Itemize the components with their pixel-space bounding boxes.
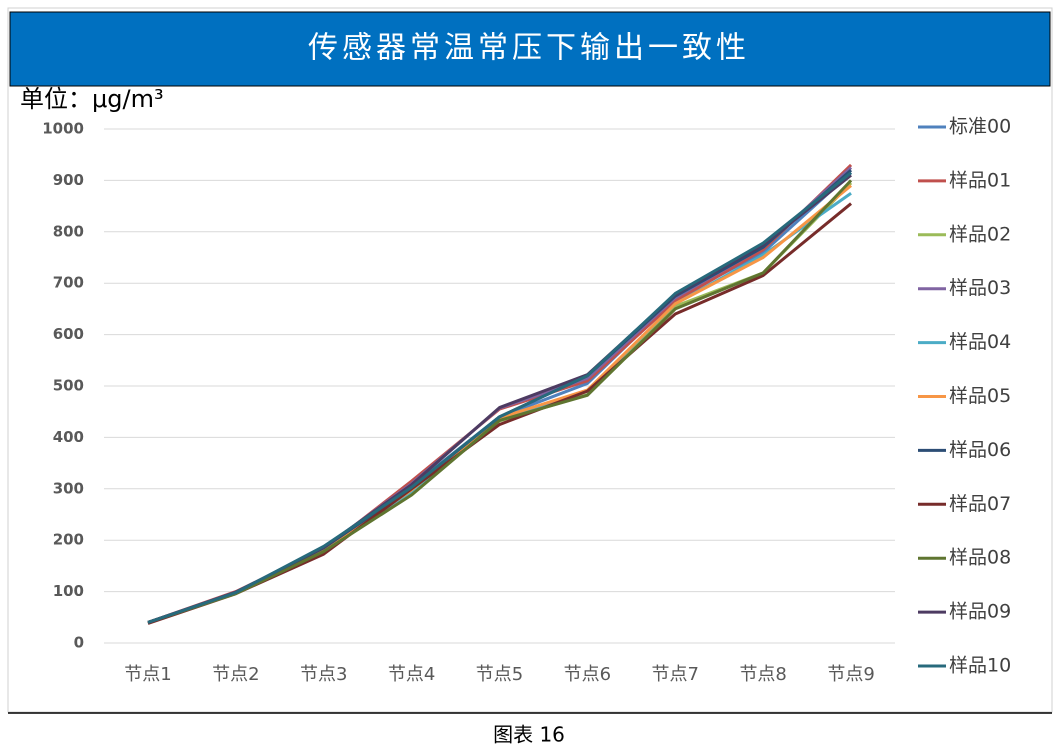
- x-tick-label: 节点9: [827, 664, 874, 685]
- y-tick-label: 400: [53, 428, 84, 446]
- y-tick-label: 600: [53, 325, 84, 343]
- legend-label: 样品04: [949, 331, 1011, 353]
- legend-label: 样品03: [949, 277, 1011, 299]
- x-tick-label: 节点4: [388, 664, 435, 685]
- x-tick-label: 节点1: [124, 664, 171, 685]
- x-tick-label: 节点5: [476, 664, 523, 685]
- title-banner: [9, 11, 1051, 87]
- y-tick-label: 0: [74, 634, 84, 652]
- legend-label: 样品07: [949, 493, 1011, 515]
- legend-label: 标准00: [949, 116, 1011, 138]
- legend-label: 样品08: [949, 547, 1011, 569]
- unit-label: 单位：μg/m³: [20, 85, 164, 113]
- legend-label: 样品09: [949, 601, 1011, 623]
- x-tick-label: 节点6: [564, 664, 611, 685]
- y-tick-label: 500: [53, 377, 84, 395]
- series-line: [147, 179, 853, 624]
- legend-label: 样品06: [949, 439, 1011, 461]
- y-tick-label: 200: [53, 531, 84, 549]
- caption: 图表 16: [493, 723, 565, 747]
- x-tick-label: 节点8: [739, 664, 786, 685]
- y-tick-label: 800: [53, 222, 84, 240]
- chart-title: 传感器常温常压下输出一致性: [308, 31, 750, 66]
- y-tick-label: 1000: [42, 120, 84, 138]
- y-tick-label: 100: [53, 582, 84, 600]
- x-tick-label: 节点2: [212, 664, 259, 685]
- y-tick-label: 300: [53, 479, 84, 497]
- frame: [7, 7, 1053, 713]
- y-tick-label: 700: [53, 274, 84, 292]
- legend-label: 样品02: [949, 223, 1011, 245]
- series-line: [147, 171, 852, 624]
- legend-label: 样品01: [949, 169, 1011, 191]
- y-tick-label: 900: [53, 171, 84, 189]
- legend-label: 样品10: [949, 655, 1011, 677]
- x-tick-label: 节点3: [300, 664, 347, 685]
- legend-label: 样品05: [949, 385, 1011, 407]
- x-tick-label: 节点7: [652, 664, 699, 685]
